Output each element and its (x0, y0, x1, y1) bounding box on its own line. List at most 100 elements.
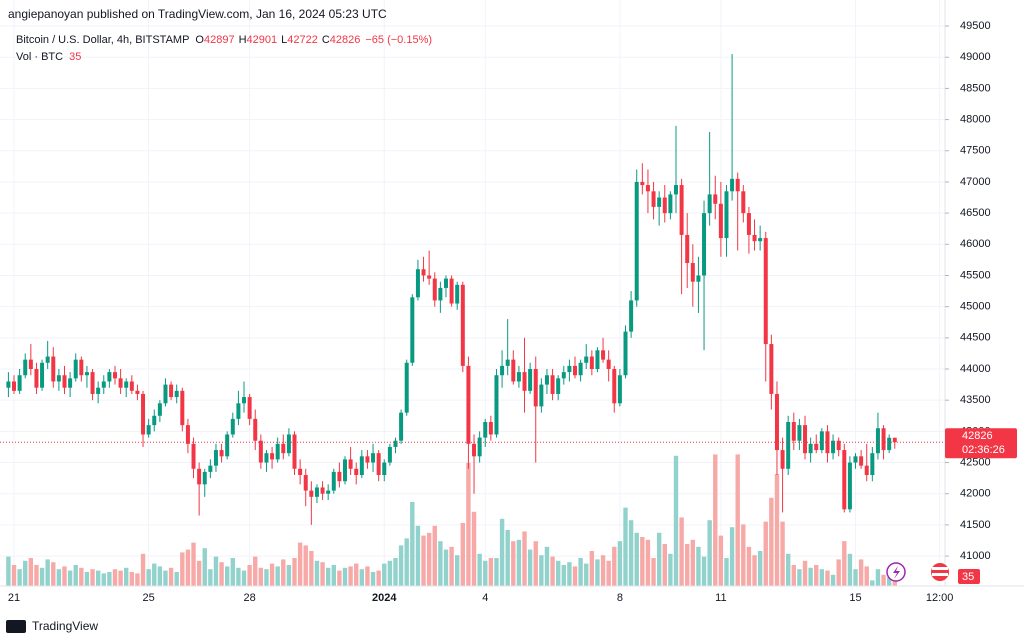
candle-body (774, 393, 779, 451)
candle-body (494, 375, 499, 435)
candle-body (455, 284, 460, 304)
volume-bar (645, 539, 651, 586)
volume-bar (213, 556, 219, 586)
volume-bar (443, 549, 449, 586)
candle-body (112, 372, 117, 379)
volume-bar (84, 572, 90, 586)
volume-bar (612, 546, 617, 586)
candle-body (382, 462, 387, 476)
y-tick-label: 41000 (960, 550, 991, 562)
volume-bar (858, 559, 864, 586)
flag-icon[interactable] (931, 563, 949, 581)
volume-bar (79, 567, 84, 586)
candle-body (808, 443, 813, 454)
candle-body (763, 238, 768, 345)
volume-bar (819, 569, 825, 586)
candle-body (819, 431, 824, 451)
volume-bar (325, 567, 331, 586)
candle-body (544, 375, 549, 385)
volume-bar (376, 570, 381, 586)
chart-title: Bitcoin / U.S. Dollar, 4h, BITSTAMP (16, 34, 189, 46)
volume-bar (449, 546, 454, 586)
volume-bar (359, 569, 365, 586)
volume-bar (236, 567, 241, 586)
volume-bar (281, 559, 286, 586)
candle-body (657, 197, 662, 207)
x-tick-label: 8 (617, 592, 623, 604)
candle-body (292, 434, 297, 469)
candle-body (236, 403, 241, 419)
candle-body (595, 350, 600, 370)
candle-body (17, 375, 22, 391)
volume-bar (241, 570, 247, 586)
candle-body (180, 390, 185, 426)
volume-bar (112, 569, 118, 586)
candle-body (404, 362, 409, 413)
candle-body (359, 456, 364, 476)
volume-bar (696, 546, 701, 586)
volume-bar (157, 566, 163, 586)
candle-body (118, 378, 123, 388)
candle-body (202, 471, 207, 485)
candle-body (415, 269, 420, 298)
candle-body (264, 453, 269, 463)
volume-bar (253, 556, 258, 586)
volume-bar (107, 572, 112, 586)
volume-bar (746, 546, 752, 586)
y-tick-label: 47500 (960, 145, 991, 157)
candle-body (152, 415, 157, 426)
volume-bar (398, 545, 404, 586)
candle-body (90, 372, 95, 394)
candle-body (326, 490, 331, 494)
volume-bar (808, 567, 813, 586)
candle-body (438, 287, 443, 301)
candle-body (12, 381, 17, 391)
volume-bar (415, 525, 421, 586)
volume-header: Vol · BTC 35 (16, 51, 81, 63)
volume-bar (62, 566, 67, 586)
candle-body (836, 440, 841, 451)
candle-body (640, 181, 645, 186)
candle-body (371, 453, 376, 463)
candle-body (124, 381, 129, 388)
publisher: angiepanoyan published on TradingView.co… (8, 7, 387, 21)
volume-bar (90, 569, 95, 586)
volume-bar (527, 549, 533, 586)
volume-bar (533, 541, 538, 586)
volume-bar (707, 520, 712, 586)
candle-body (432, 278, 437, 301)
volume-bar (466, 462, 471, 586)
candle-body (191, 443, 196, 469)
candle-body (225, 434, 230, 457)
candle-body (460, 284, 465, 366)
volume-bar (701, 556, 707, 586)
candle-body (853, 456, 858, 463)
volume-layer (6, 454, 897, 586)
candle-body (466, 365, 471, 444)
candle-body (421, 269, 426, 276)
candle-body (84, 372, 89, 376)
volume-bar (146, 569, 151, 586)
candle-body (443, 278, 448, 288)
volume-bar (550, 556, 555, 586)
candle-body (584, 356, 589, 363)
candle-body (870, 453, 875, 476)
volume-bar (785, 553, 791, 586)
candle-body (107, 372, 112, 382)
volume-bar (544, 546, 550, 586)
volume-bar (735, 454, 740, 586)
volume-bar (292, 558, 297, 586)
ohlc-letter: O (195, 34, 204, 46)
x-tick-label: 2024 (372, 592, 397, 604)
candle-body (331, 471, 336, 491)
volume-bar (572, 566, 578, 586)
x-tick-label: 4 (482, 592, 488, 604)
y-tick-label: 47000 (960, 176, 991, 188)
volume-bar (354, 563, 359, 586)
volume-bar (67, 570, 73, 586)
candle-body (337, 471, 342, 482)
candle-body (157, 403, 162, 416)
volume-bar (219, 562, 224, 586)
candle-body (730, 178, 735, 192)
